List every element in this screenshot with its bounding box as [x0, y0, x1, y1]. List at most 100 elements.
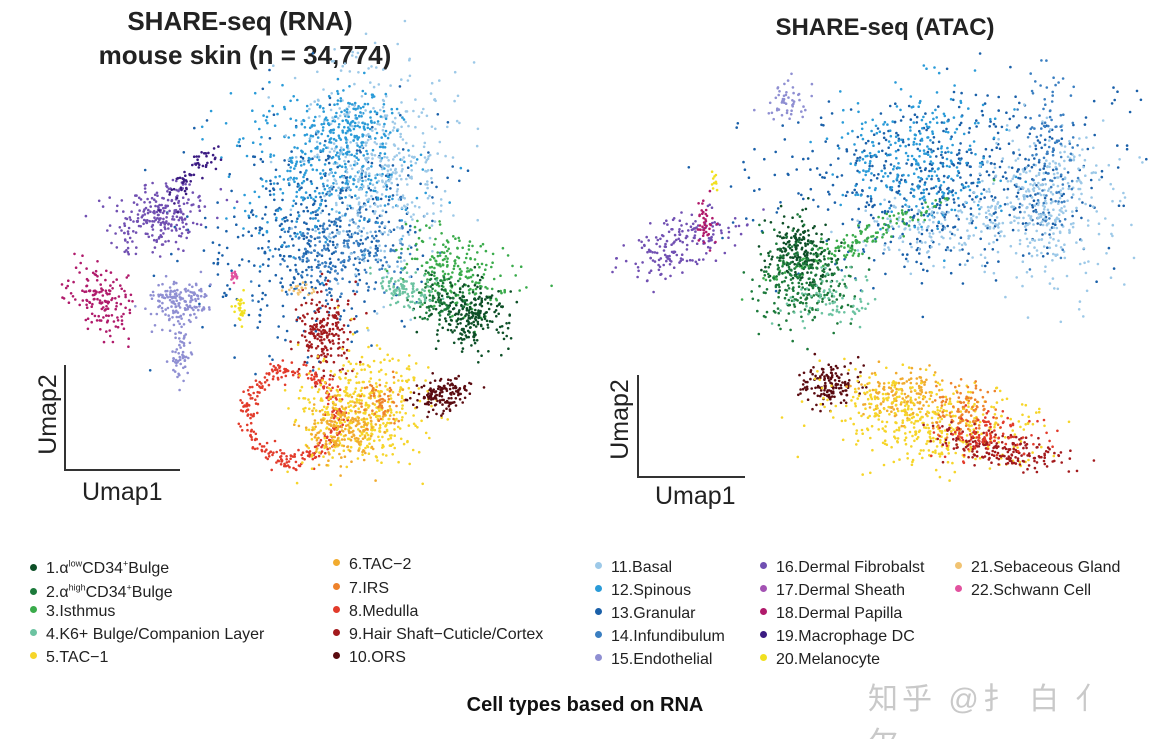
point-cluster-6 — [338, 452, 341, 456]
point-cluster-14 — [330, 287, 333, 291]
point-cluster-9 — [347, 299, 350, 303]
point-cluster-13 — [364, 175, 367, 178]
point-cluster-13 — [837, 157, 840, 160]
point-cluster-1 — [449, 329, 453, 332]
point-cluster-11 — [357, 180, 360, 183]
point-cluster-9 — [320, 335, 323, 339]
point-cluster-4 — [441, 297, 445, 301]
point-cluster-3 — [397, 256, 401, 259]
point-cluster-16 — [151, 234, 154, 237]
point-cluster-13 — [359, 150, 362, 154]
point-cluster-9 — [310, 330, 313, 334]
point-cluster-13 — [927, 192, 931, 196]
point-cluster-12 — [321, 191, 325, 195]
point-cluster-10 — [448, 387, 452, 391]
point-cluster-16 — [106, 229, 109, 232]
point-cluster-5 — [348, 421, 352, 425]
point-cluster-13 — [271, 358, 274, 362]
point-cluster-11 — [357, 170, 361, 173]
point-cluster-5 — [368, 442, 371, 446]
point-cluster-16 — [84, 214, 88, 218]
point-cluster-3 — [484, 249, 488, 253]
point-cluster-15 — [172, 280, 176, 284]
point-cluster-12 — [307, 160, 311, 164]
point-cluster-14 — [307, 259, 310, 262]
point-cluster-11 — [354, 273, 357, 276]
point-cluster-5 — [393, 434, 397, 438]
point-cluster-12 — [335, 145, 338, 148]
point-cluster-12 — [265, 115, 269, 119]
point-cluster-11 — [373, 203, 377, 206]
point-cluster-12 — [332, 137, 336, 141]
point-cluster-14 — [332, 223, 336, 226]
point-cluster-13 — [381, 264, 385, 267]
point-cluster-5 — [406, 439, 409, 443]
point-cluster-14 — [318, 240, 322, 243]
point-cluster-13 — [909, 191, 913, 195]
point-cluster-3 — [434, 289, 437, 293]
point-cluster-11 — [289, 208, 293, 212]
point-cluster-7 — [391, 400, 395, 404]
point-cluster-9 — [320, 332, 323, 336]
point-cluster-13 — [931, 141, 935, 144]
point-cluster-13 — [1116, 144, 1119, 147]
point-cluster-13 — [290, 150, 293, 153]
point-cluster-12 — [338, 136, 341, 140]
point-cluster-14 — [361, 253, 364, 257]
point-cluster-13 — [230, 189, 233, 193]
point-cluster-12 — [339, 97, 343, 100]
point-cluster-22 — [233, 270, 237, 274]
point-cluster-13 — [391, 244, 395, 247]
point-cluster-9 — [300, 303, 303, 307]
point-cluster-9 — [346, 338, 350, 341]
point-cluster-18 — [73, 252, 76, 256]
point-cluster-7 — [377, 399, 381, 402]
point-cluster-8 — [252, 412, 256, 416]
point-cluster-11 — [322, 120, 326, 123]
point-cluster-10 — [420, 385, 424, 389]
point-cluster-13 — [865, 201, 869, 204]
point-cluster-11 — [407, 233, 411, 236]
point-cluster-12 — [896, 173, 899, 176]
point-cluster-5 — [413, 376, 416, 380]
point-cluster-14 — [392, 282, 396, 286]
point-cluster-1 — [437, 339, 440, 343]
point-cluster-13 — [366, 259, 370, 263]
point-cluster-13 — [864, 205, 868, 208]
point-cluster-12 — [363, 102, 367, 106]
point-cluster-18 — [85, 303, 88, 307]
point-cluster-18 — [95, 279, 99, 282]
point-cluster-14 — [408, 228, 412, 232]
point-cluster-13 — [809, 187, 813, 191]
point-cluster-15 — [197, 308, 200, 312]
point-cluster-14 — [353, 231, 357, 235]
point-cluster-12 — [295, 195, 298, 198]
point-cluster-13 — [305, 222, 308, 225]
point-cluster-5 — [308, 401, 312, 404]
point-cluster-12 — [384, 129, 388, 133]
point-cluster-11 — [368, 172, 371, 175]
point-cluster-11 — [318, 115, 321, 118]
point-cluster-11 — [387, 264, 390, 267]
point-cluster-16 — [186, 201, 189, 205]
point-cluster-5 — [347, 349, 351, 353]
atac-umap-points — [611, 52, 1148, 482]
point-cluster-16 — [144, 206, 148, 210]
point-cluster-12 — [303, 173, 306, 176]
point-cluster-14 — [301, 234, 304, 238]
point-cluster-3 — [444, 245, 448, 249]
point-cluster-5 — [378, 409, 381, 413]
point-cluster-12 — [290, 161, 294, 164]
point-cluster-16 — [156, 194, 159, 197]
point-cluster-9 — [329, 347, 333, 350]
atac-title: SHARE-seq (ATAC) — [775, 14, 995, 41]
point-cluster-16 — [126, 241, 129, 244]
point-cluster-16 — [155, 240, 158, 243]
point-cluster-7 — [388, 386, 392, 390]
point-cluster-7 — [360, 402, 363, 405]
point-cluster-1 — [500, 325, 504, 328]
point-cluster-11 — [330, 147, 334, 151]
point-cluster-13 — [1062, 192, 1065, 196]
point-cluster-13 — [305, 361, 309, 364]
point-cluster-12 — [385, 188, 388, 191]
